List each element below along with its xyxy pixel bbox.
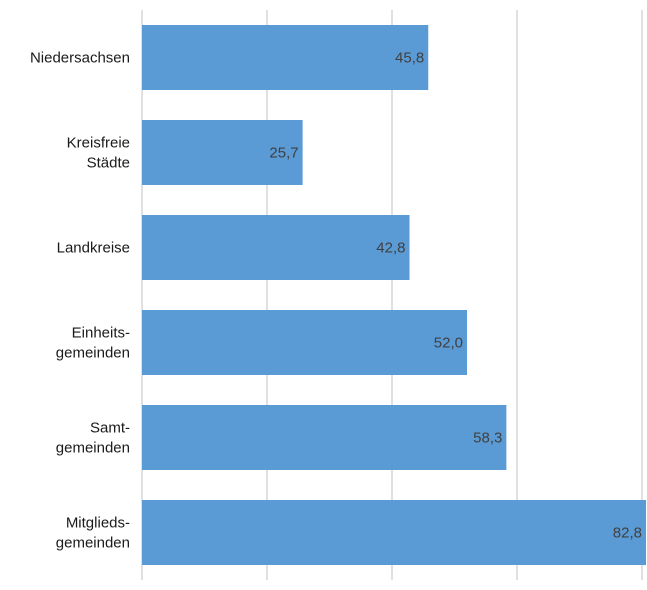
category-label: Samt-gemeinden xyxy=(56,420,130,457)
bar xyxy=(142,25,429,90)
category-labels: Niedersachsen Kreisfreie Städte Landkreise E… xyxy=(30,50,130,552)
grid-lines xyxy=(141,10,643,580)
bar xyxy=(142,215,410,280)
bar xyxy=(142,120,303,185)
category-label: Mitglieds-gemeinden xyxy=(56,515,130,552)
data-label: 45,8 xyxy=(395,50,424,67)
bars: 45,8 25,7 42,8 52,0 58,3 82,8 xyxy=(142,25,646,565)
category-label: Landkreise xyxy=(57,240,130,257)
bar xyxy=(142,310,467,375)
data-label: 42,8 xyxy=(376,240,405,257)
data-label: 52,0 xyxy=(434,335,463,352)
data-label: 82,8 xyxy=(613,525,642,542)
category-label: Kreisfreie Städte xyxy=(67,135,130,172)
data-label: 25,7 xyxy=(269,145,298,162)
data-label: 58,3 xyxy=(473,430,502,447)
bar xyxy=(142,405,507,470)
category-label: Einheits-gemeinden xyxy=(56,325,130,362)
category-label: Niedersachsen xyxy=(30,50,130,67)
bar xyxy=(142,500,646,565)
